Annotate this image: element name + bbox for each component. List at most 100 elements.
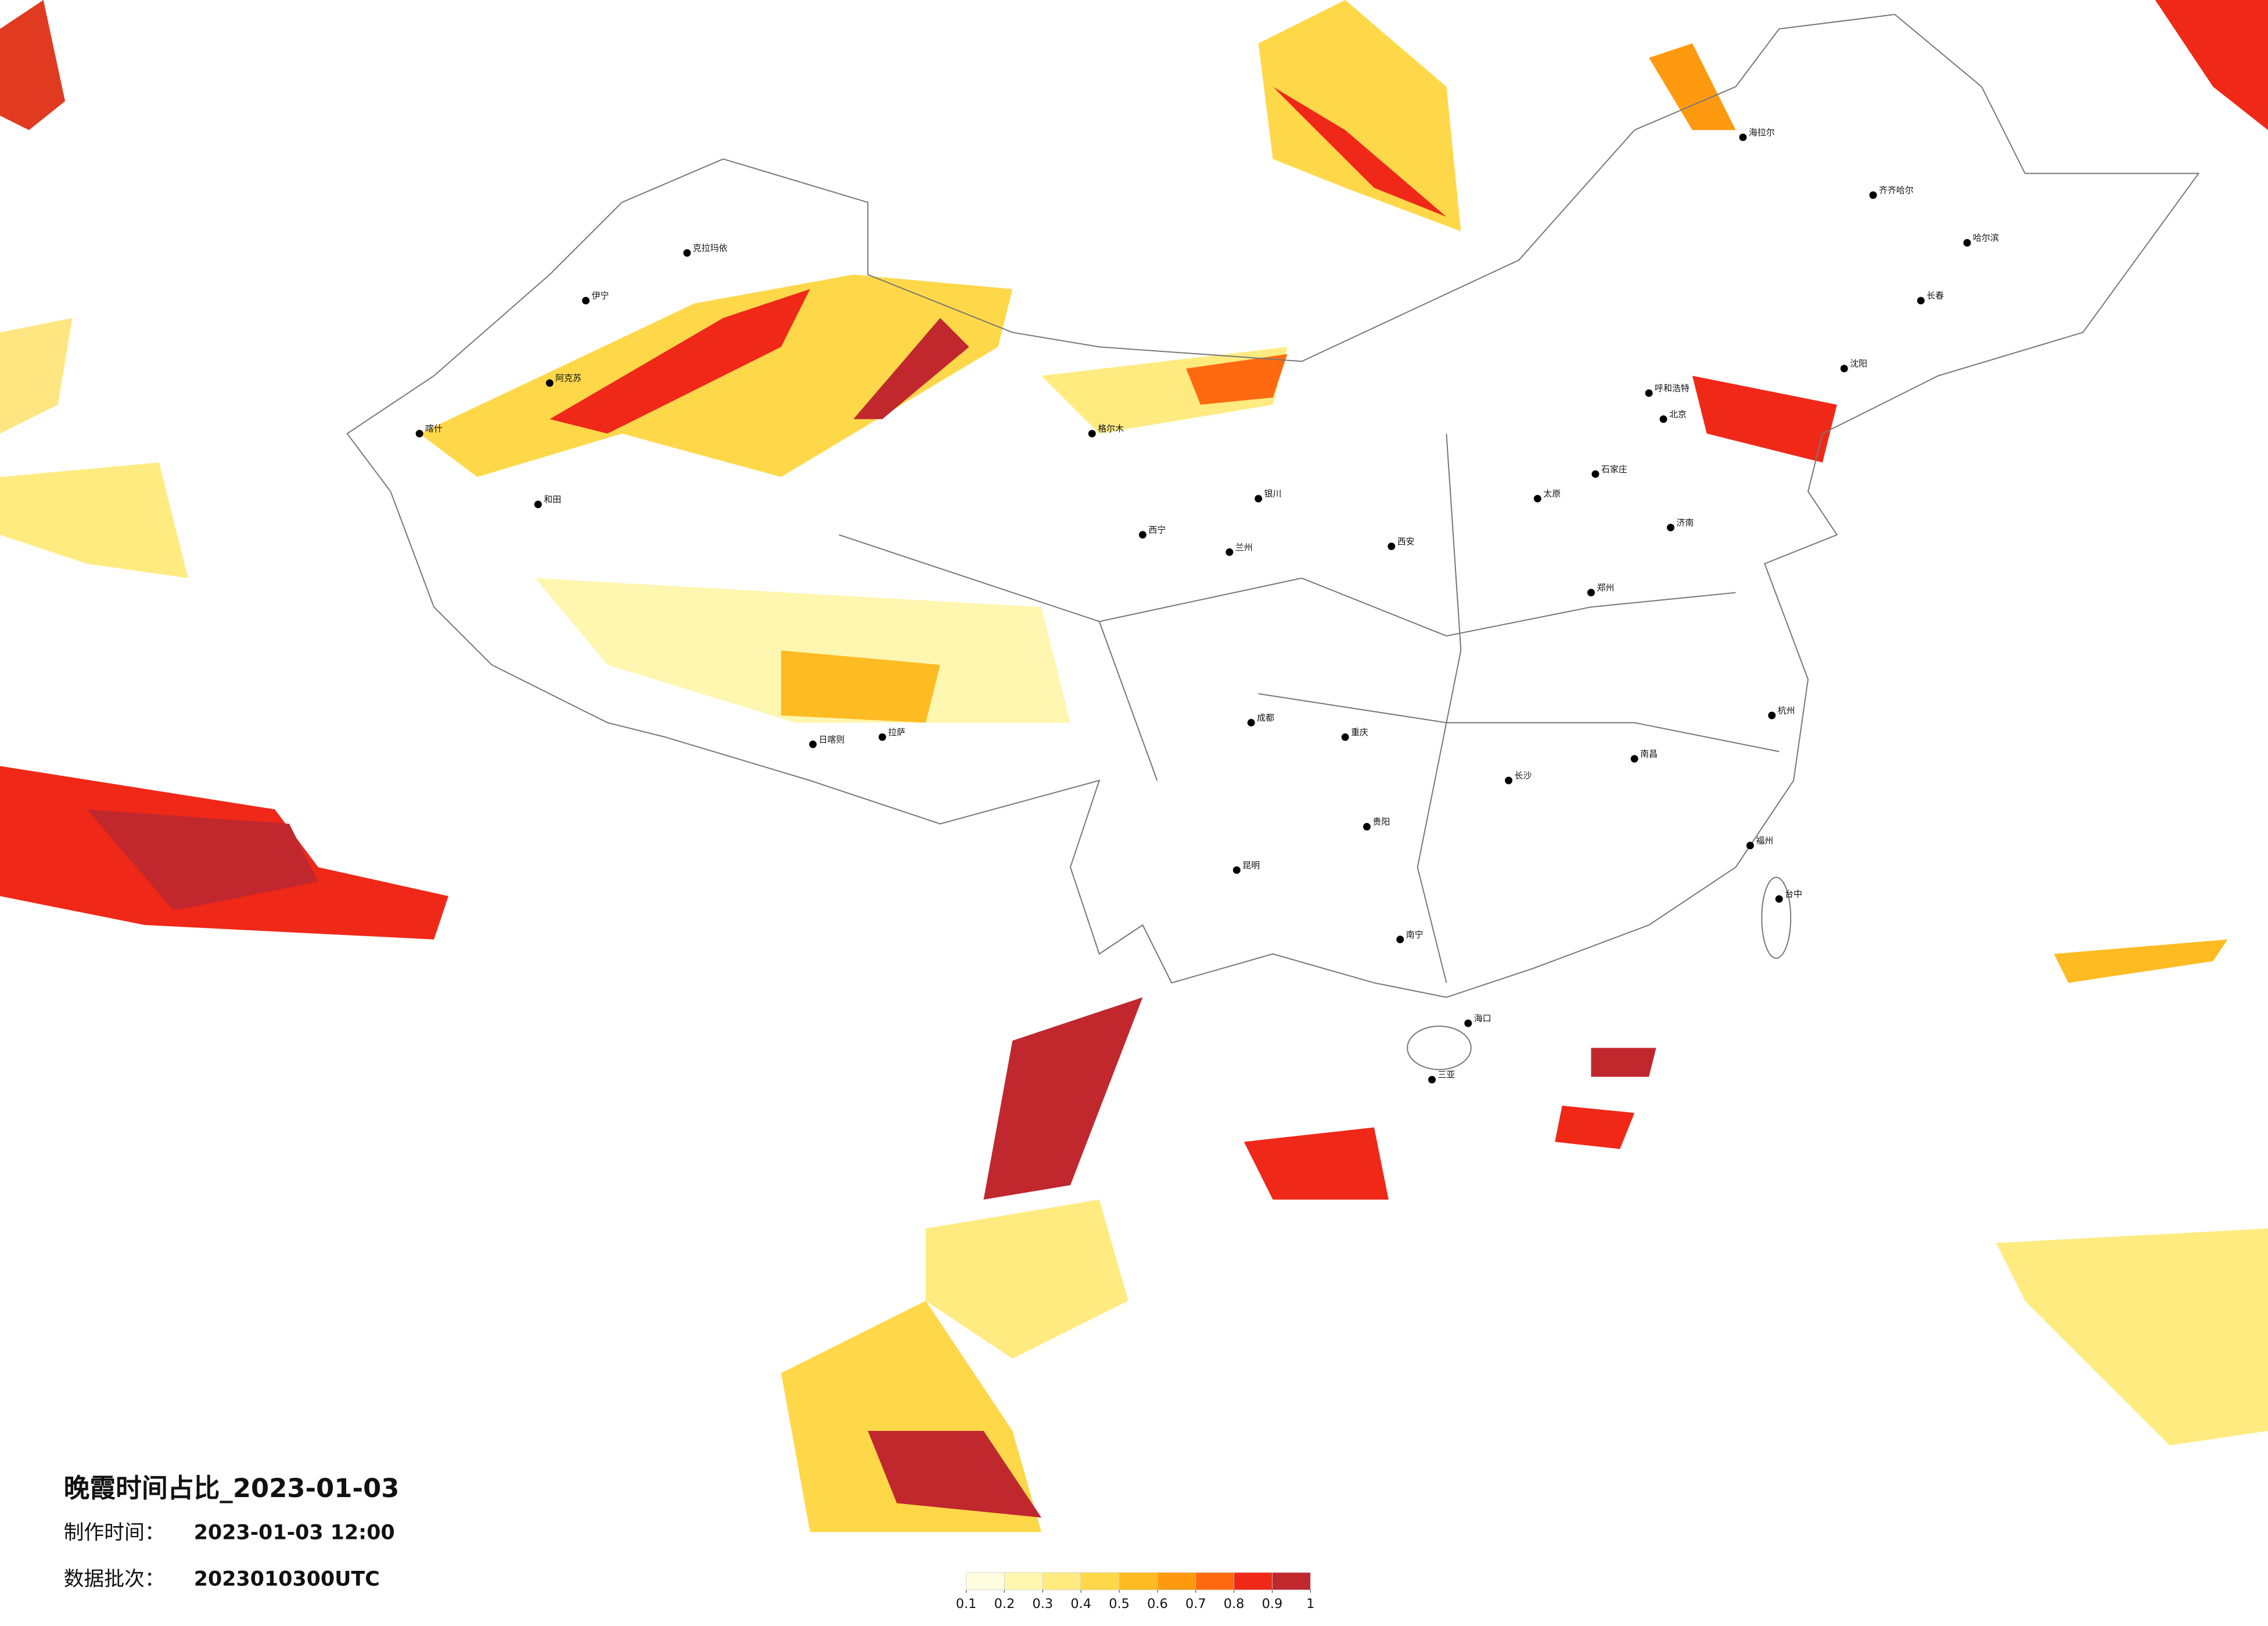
heat-area (1692, 376, 1837, 463)
city-label: 南宁 (1406, 929, 1424, 940)
heat-area (1186, 354, 1288, 405)
city-label: 台中 (1785, 889, 1802, 900)
legend-swatch (1119, 1572, 1158, 1591)
heat-area (1649, 43, 1736, 131)
city-label: 海拉尔 (1749, 127, 1775, 138)
taiwan-outline (1761, 876, 1792, 959)
province-line (1417, 433, 1462, 983)
city-label: 沈阳 (1850, 358, 1867, 369)
city-dot (582, 297, 590, 305)
city-dot (1775, 895, 1783, 903)
boundaries (346, 13, 2200, 1070)
legend-swatch (966, 1572, 1005, 1591)
city-label: 太原 (1543, 488, 1561, 499)
legend-swatch (1042, 1572, 1081, 1591)
map-title: 晚霞时间占比_2023-01-03 (64, 1473, 400, 1503)
heat-area (549, 289, 810, 434)
hainan-outline (1407, 1026, 1472, 1070)
city-label: 齐齐哈尔 (1879, 185, 1914, 196)
city-dot (545, 379, 553, 387)
city-dot (1587, 588, 1595, 596)
city-label: 长沙 (1514, 771, 1532, 781)
city-dot (1428, 1075, 1436, 1084)
city-label: 兰州 (1235, 542, 1253, 552)
heat-area (2155, 0, 2268, 130)
city-label: 伊宁 (592, 290, 609, 301)
city-dot (1630, 755, 1638, 763)
city-label: 北京 (1669, 409, 1687, 419)
heat-area (781, 650, 940, 723)
legend-tick-label: 0.7 (1185, 1596, 1206, 1611)
city-label: 和田 (544, 494, 561, 505)
legend-swatch (1157, 1572, 1196, 1591)
heat-area (1273, 87, 1447, 217)
city-label: 哈尔滨 (1973, 233, 1999, 243)
legend-swatch (1080, 1572, 1120, 1591)
city-label: 郑州 (1597, 582, 1614, 593)
city-label: 西安 (1397, 536, 1415, 546)
heatmap (0, 0, 2268, 1533)
city-dot (1739, 133, 1747, 141)
production-value: 2023-01-03 12:00 (194, 1521, 395, 1545)
city-dot (1505, 776, 1512, 785)
city-dot (1746, 841, 1754, 850)
legend-tick-label: 0.5 (1109, 1596, 1130, 1611)
city-dot (1088, 430, 1096, 438)
city-dot (1341, 733, 1349, 741)
city-dot (1659, 415, 1667, 423)
legend-tick-label: 0.2 (994, 1596, 1015, 1611)
city-dot (1388, 542, 1396, 551)
city-label: 阿克苏 (555, 373, 581, 383)
city-dot (809, 740, 817, 749)
city-dot (1666, 523, 1674, 531)
legend-swatch (1195, 1572, 1234, 1591)
city-dot (1963, 239, 1971, 247)
city-dot (415, 430, 423, 438)
city-label: 昆明 (1242, 860, 1260, 870)
production-label: 制作时间： (64, 1521, 165, 1545)
city-label: 福州 (1756, 836, 1773, 846)
legend-swatch (1004, 1572, 1043, 1591)
city-dot (1840, 365, 1848, 373)
city-label: 克拉玛依 (693, 243, 728, 253)
legend-tick-label: 0.6 (1147, 1596, 1168, 1611)
city-dot (1247, 718, 1255, 726)
city-dot (1255, 495, 1263, 503)
city-label: 呼和浩特 (1655, 383, 1690, 394)
heat-area (853, 318, 969, 419)
heat-area (1555, 1106, 1635, 1149)
city-dot (1232, 866, 1241, 874)
city-label: 重庆 (1351, 727, 1368, 738)
city-dot (1464, 1019, 1472, 1027)
city-dot (1363, 823, 1371, 831)
city-label: 银川 (1264, 488, 1282, 499)
legend-swatch (1272, 1572, 1311, 1591)
legend-tick-label: 0.1 (956, 1596, 977, 1611)
country-outline (346, 13, 2200, 998)
heat-area (1996, 1228, 2268, 1445)
city-label: 海口 (1474, 1013, 1491, 1024)
province-line (1258, 693, 1780, 753)
city-label: 石家庄 (1601, 464, 1627, 474)
heat-area (925, 1199, 1128, 1359)
city-dot (878, 733, 886, 741)
heat-area (0, 0, 66, 130)
province-line (1099, 577, 1736, 637)
city-label: 杭州 (1778, 706, 1795, 716)
city-dot (1917, 297, 1925, 305)
legend: 0.1 0.2 0.3 0.4 0.5 0.6 0.7 0.8 0.9 1 (956, 1572, 1314, 1611)
city-label: 三亚 (1437, 1070, 1455, 1080)
heat-area (87, 809, 318, 911)
city-dot (1396, 936, 1404, 944)
city-label: 南昌 (1640, 749, 1658, 759)
city-dot (1533, 495, 1541, 503)
heat-area (1243, 1127, 1389, 1200)
city-dot (683, 249, 691, 257)
heat-area (0, 318, 73, 434)
heat-area (983, 997, 1143, 1200)
city-label: 拉萨 (888, 727, 905, 738)
legend-tick-label: 0.8 (1224, 1596, 1245, 1611)
